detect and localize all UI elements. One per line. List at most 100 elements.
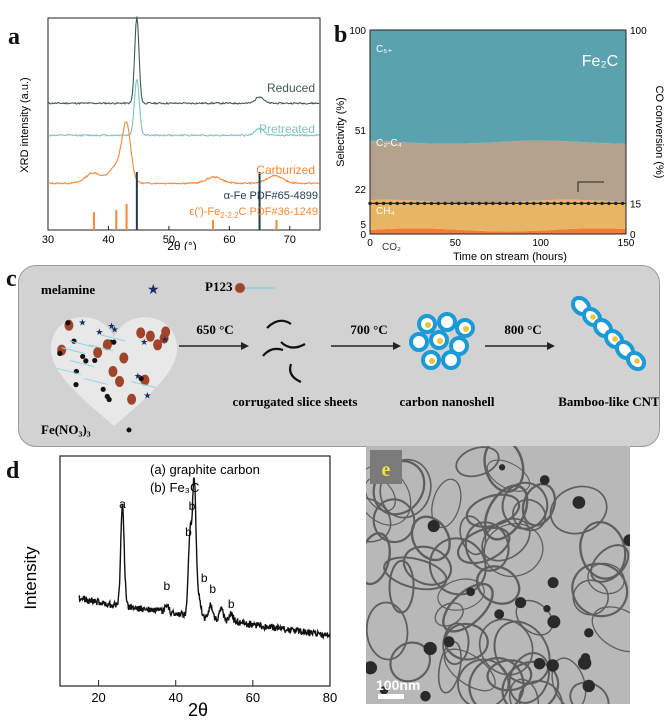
fe-dot [106,396,112,403]
p123-chain [88,344,114,352]
co-conversion-point [545,201,550,206]
carbon-shell [431,478,462,529]
co-conversion-point [620,201,625,206]
x-axis-label: 2θ [188,700,208,720]
iron-particle [547,577,559,589]
peak-label-b: b [201,571,208,585]
carbon-shell [486,459,531,492]
iron-particle [427,519,440,533]
carbon-shell [483,484,529,541]
carbon-shell [457,526,511,565]
synthesis-scheme: ★★★★★★★★ melamine ★ P123 Fe(NO₃)₃ 650 °C… [41,279,660,437]
tem-micrograph: e 100nm [366,446,630,704]
panel-label-e-box [370,450,402,484]
p123-bead [108,365,118,377]
iron-particle [572,496,586,509]
carbon-shell [483,523,544,577]
co-conversion-point [381,201,386,206]
peak-label-b: b [163,579,170,593]
carbon-shell [475,565,521,605]
peak-label-b: b [228,597,235,611]
scale-bar-label: 100nm [376,677,420,693]
melamine-star: ★ [140,337,148,347]
nanoshell-core [425,322,431,328]
co-conversion-point [607,201,611,206]
co-conversion-point [388,201,393,206]
co-conversion-point [416,201,420,206]
co-conversion-point [573,201,577,206]
co-conversion-point [593,201,597,206]
carbon-shell [366,477,396,512]
p123-chain [131,381,156,389]
co-conversion-point [518,201,522,206]
co-conversion-point [559,201,563,206]
series-arrow [577,181,604,192]
co-conversion-point [504,201,509,206]
iron-particle [580,652,591,663]
peak-label-b: b [209,582,216,596]
carbon-shell [587,562,625,595]
legend-a: (a) graphite carbon [150,462,260,477]
carbon-shell [508,678,540,704]
cnt-core [634,358,640,364]
peak-label-a: a [119,497,126,511]
panel-b: b 100 51 22 5 0 100 15 0 0 50 100 150 Selectivity (… [330,0,666,265]
carbon-shell [483,446,525,493]
xrd-chart-a: 30 40 50 60 70 XRD intensity (a.u.) 2θ (°) R… [19,16,321,253]
carbon-shell [437,641,462,694]
melamine-star: ★ [161,334,169,344]
chart-title: Fe₂C [582,53,618,70]
co-conversion-point [429,201,434,206]
co-conversion-point [450,201,454,206]
carbon-shell [481,517,531,562]
p123-chain [56,367,82,375]
carbon-shell [478,618,534,676]
co-conversion-point [443,201,447,206]
co-conversion-point [422,201,427,206]
co-conversion-point [491,201,495,206]
iron-particle [582,679,595,693]
x-tick-label-50: 50 [450,238,462,249]
panel-a: a 30 40 50 60 70 XRD intensity (a.u.) 2θ (°)… [0,0,330,253]
y-tick-right-100: 100 [630,26,647,37]
carbon-shell [579,521,627,580]
precursor-heart: ★★★★★★★★ [50,317,178,426]
melamine-star-icon: ★ [147,281,160,297]
panel-label-d: d [6,458,20,484]
nanoshell [437,312,457,332]
panel-d: d 20 40 60 80 Intensity 2θ (a) graphite car… [0,450,340,720]
step-700-label: 700 °C [350,322,387,337]
carbon-shell [464,521,510,572]
panel-c-scheme: ★ ★ ★ ★ ★ ★ ★ ★ melamine ★ P123 Fe(NO₃)₃ 650 °C… [18,265,660,447]
xrd-series-carburized [47,121,320,186]
peak-label-b: b [189,499,196,513]
iron-particle [539,475,550,485]
carbon-shell [572,579,609,616]
carbon-shell [442,582,494,633]
y-tick-left-22: 22 [355,185,367,196]
step-800-arrowhead [547,342,555,350]
iron-particle [379,686,389,695]
iron-particle [443,636,455,648]
fe-dot [138,376,144,382]
co-conversion-point [484,201,488,206]
curve-label-reduced: Reduced [267,81,315,95]
x-tick-label-60: 60 [223,234,235,246]
p123-chain [61,347,86,355]
p123-chain [100,334,126,342]
iron-particle [543,605,551,613]
x-axis-label: 2θ (°) [167,239,196,250]
carbon-shell [590,544,630,583]
p123-bead [127,393,137,405]
carbon-shell [512,498,547,532]
p123-bead [153,339,163,351]
nanoshell [441,350,461,370]
reference-label-epsilon-fe: ε(')-Fe2-2.2C PDF#36-1249 [189,206,318,220]
carbon-shell [366,601,409,661]
nanoshell-core [437,338,443,344]
reference-label-alpha-fe: α-Fe PDF#65-4899 [224,190,318,202]
iron-particle [533,657,546,670]
plot-frame [369,29,627,235]
y-axis-label: Intensity [21,546,40,610]
